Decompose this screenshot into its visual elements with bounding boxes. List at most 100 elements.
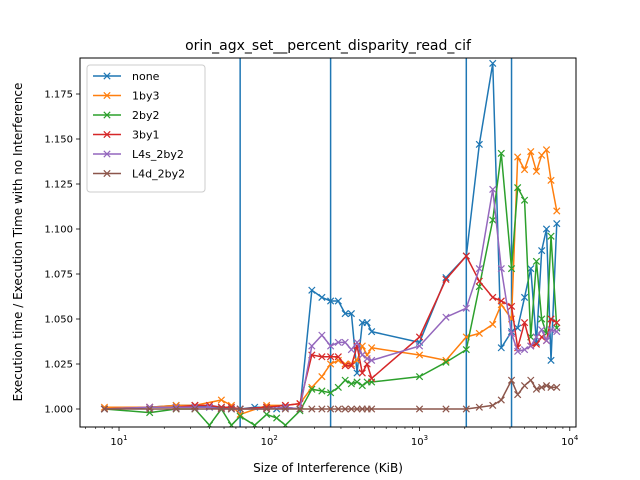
data-point bbox=[368, 374, 376, 383]
data-point bbox=[527, 264, 535, 273]
data-point bbox=[308, 286, 316, 294]
data-point bbox=[236, 405, 244, 413]
legend-marker bbox=[103, 91, 111, 100]
legend-label: 2by2 bbox=[132, 109, 160, 122]
data-point bbox=[542, 381, 551, 390]
data-point bbox=[520, 165, 529, 174]
legend-marker bbox=[103, 150, 111, 158]
data-point bbox=[532, 257, 541, 266]
data-point bbox=[318, 293, 326, 302]
data-point bbox=[553, 327, 561, 336]
data-point bbox=[341, 362, 349, 370]
x-tick-base: 10 bbox=[110, 437, 123, 448]
y-tick-label: 1.000 bbox=[44, 405, 73, 416]
data-point bbox=[326, 405, 335, 413]
y-axis: 1.000 1.025 1.050 1.075 1.100 1.125 1.150 1.175 bbox=[44, 90, 80, 416]
data-point bbox=[507, 329, 516, 338]
data-point bbox=[489, 320, 497, 329]
data-point bbox=[415, 342, 424, 350]
data-point bbox=[347, 380, 356, 388]
data-point bbox=[262, 405, 271, 413]
data-point bbox=[442, 273, 450, 282]
data-point bbox=[497, 149, 505, 158]
x-tick-base: 10 bbox=[411, 437, 424, 448]
data-point bbox=[538, 315, 546, 323]
data-point bbox=[520, 318, 529, 327]
data-point bbox=[217, 396, 225, 404]
plot-area bbox=[100, 58, 561, 427]
data-point bbox=[542, 225, 551, 233]
data-point bbox=[547, 315, 555, 323]
data-point bbox=[497, 396, 505, 404]
data-point bbox=[326, 342, 335, 350]
y-tick-label: 1.150 bbox=[44, 135, 73, 146]
data-point bbox=[326, 353, 335, 361]
data-point bbox=[542, 146, 551, 154]
data-point bbox=[353, 405, 361, 413]
data-point bbox=[281, 421, 290, 427]
x-axis: 101 102 103 104 bbox=[85, 427, 579, 448]
data-point bbox=[308, 405, 316, 413]
x-axis-label: Size of Interference (KiB) bbox=[253, 461, 403, 475]
data-point bbox=[363, 318, 371, 327]
data-point bbox=[532, 385, 541, 393]
data-point bbox=[442, 313, 450, 321]
x-tick-base: 10 bbox=[261, 437, 274, 448]
y-tick-label: 1.075 bbox=[44, 270, 73, 281]
data-point bbox=[553, 318, 561, 327]
data-point bbox=[358, 369, 366, 377]
data-point bbox=[368, 327, 376, 336]
data-point bbox=[296, 405, 304, 413]
data-point bbox=[507, 302, 516, 311]
chart-title: orin_agx_set__percent_disparity_read_cif bbox=[185, 38, 472, 54]
vertical-lines bbox=[239, 58, 513, 427]
data-point bbox=[415, 372, 424, 381]
legend-label: L4s_2by2 bbox=[132, 148, 184, 161]
data-point bbox=[358, 351, 366, 359]
data-point bbox=[191, 405, 199, 413]
data-point bbox=[326, 389, 335, 397]
data-point bbox=[318, 331, 326, 339]
x-tick-label: 104 bbox=[561, 434, 579, 448]
data-point bbox=[527, 147, 535, 156]
data-point bbox=[532, 333, 541, 341]
legend-marker bbox=[103, 169, 111, 178]
legend-entry-1by3: 1by3 bbox=[93, 90, 160, 103]
legend-label: 3by1 bbox=[132, 129, 160, 142]
legend-entry-2by2: 2by2 bbox=[93, 109, 160, 122]
data-point bbox=[507, 376, 516, 384]
data-point bbox=[547, 356, 555, 365]
data-point bbox=[227, 405, 236, 413]
data-point bbox=[520, 381, 529, 390]
data-point bbox=[462, 405, 470, 413]
data-point bbox=[442, 275, 450, 284]
y-tick-label: 1.050 bbox=[44, 315, 73, 326]
data-point bbox=[538, 326, 546, 334]
series-L4d_2by2 bbox=[100, 376, 561, 413]
legend: none 1by3 2by2 3by1 L4s_2by2 L4d_2by2 bbox=[86, 64, 206, 193]
legend-entry-L4s_2by2: L4s_2by2 bbox=[93, 148, 184, 161]
plot-frame bbox=[79, 57, 577, 428]
legend-label: 1by3 bbox=[132, 90, 160, 103]
data-point bbox=[497, 264, 505, 273]
data-point bbox=[520, 345, 529, 354]
x-tick-label: 103 bbox=[411, 434, 428, 448]
legend-marker bbox=[103, 130, 111, 139]
data-point bbox=[538, 383, 546, 392]
data-point bbox=[227, 421, 236, 427]
data-point bbox=[514, 347, 522, 356]
data-point bbox=[100, 405, 109, 413]
data-point bbox=[334, 405, 342, 413]
data-point bbox=[442, 405, 450, 413]
legend-label: L4d_2by2 bbox=[132, 168, 185, 181]
data-point bbox=[205, 421, 214, 427]
data-point bbox=[532, 167, 541, 176]
data-point bbox=[547, 176, 555, 185]
data-point bbox=[368, 356, 376, 365]
data-point bbox=[547, 232, 555, 240]
legend-box bbox=[86, 64, 206, 193]
data-point bbox=[475, 277, 483, 285]
data-point bbox=[318, 387, 326, 395]
data-point bbox=[172, 405, 180, 413]
